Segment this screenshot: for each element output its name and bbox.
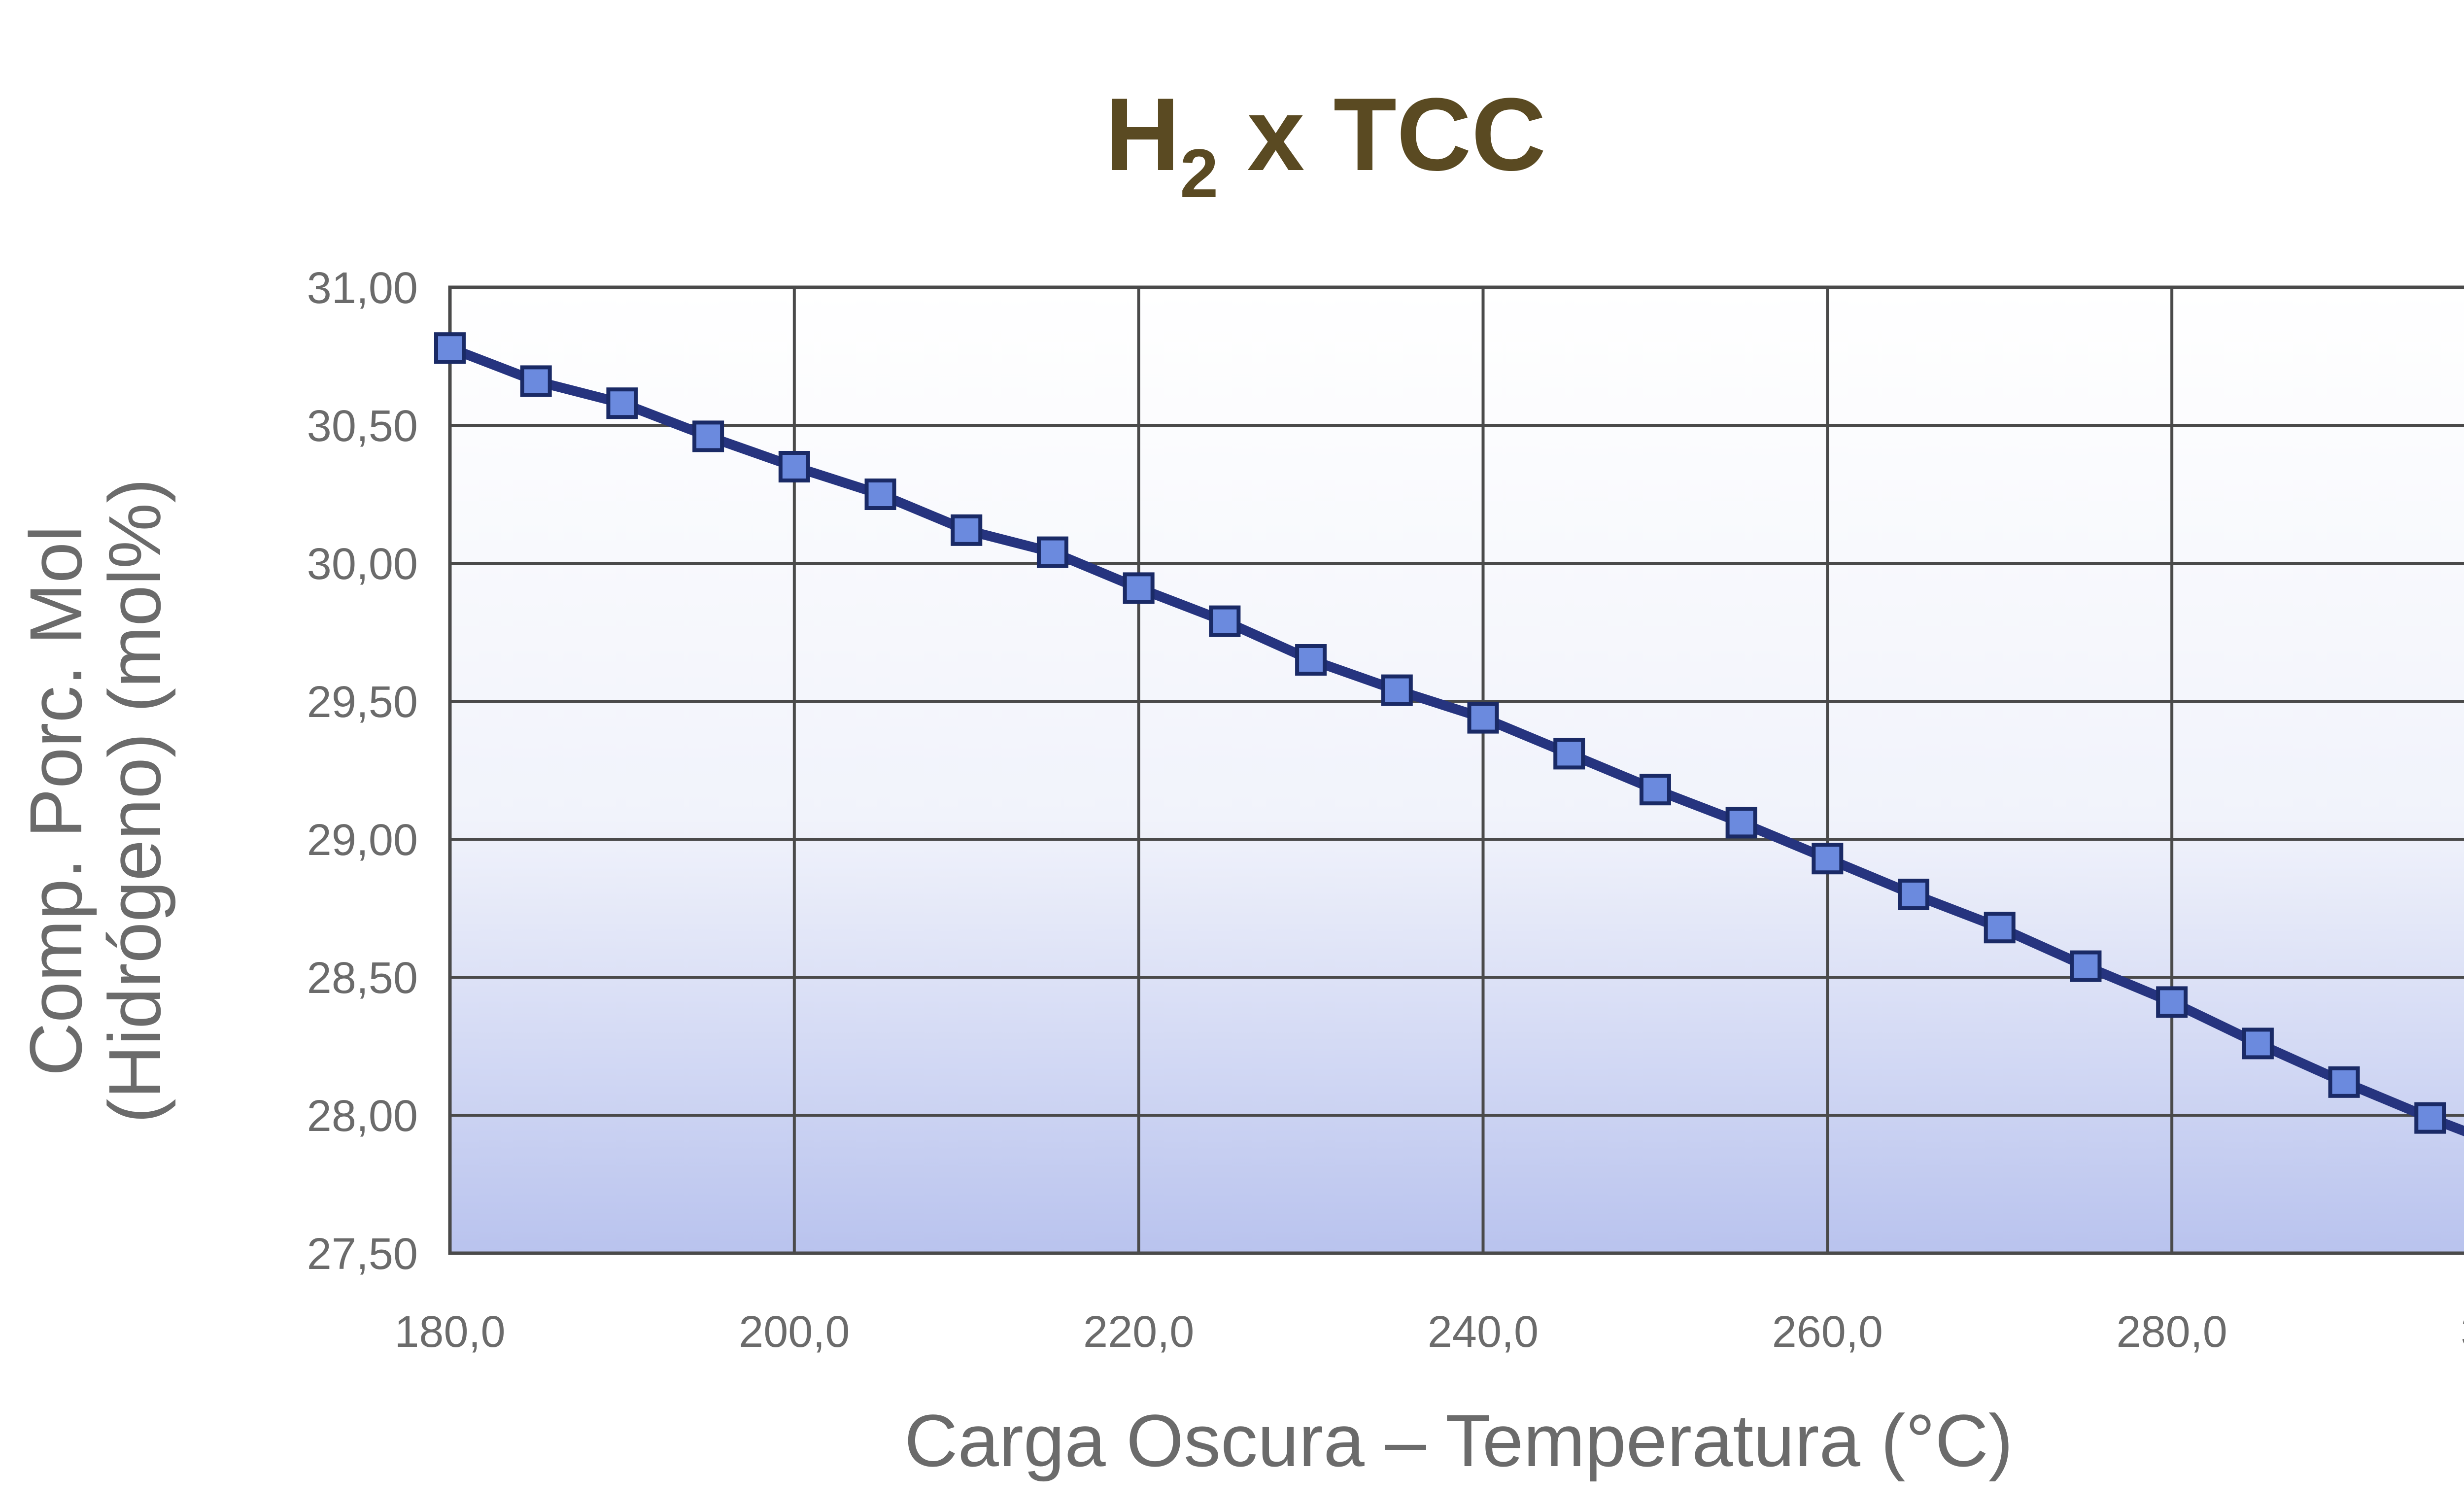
data-point-marker bbox=[864, 479, 896, 510]
data-point-marker bbox=[606, 387, 638, 419]
y-axis-title-line-2: (Hidrógeno) (mol%) bbox=[93, 479, 176, 1124]
y-tick-label: 29,00 bbox=[307, 816, 418, 865]
y-axis-title: Comp. Porc. Mol (Hidrógeno) (mol%) bbox=[14, 479, 176, 1124]
y-axis-ticks: 27,50 28,00 28,50 29,00 29,50 30,00 30,50 31,00 bbox=[307, 264, 418, 1279]
chart-title-main: H bbox=[1105, 76, 1180, 192]
y-tick-label: 27,50 bbox=[307, 1230, 418, 1279]
data-point-marker bbox=[1812, 843, 1844, 875]
data-point-marker bbox=[692, 420, 724, 452]
data-point-marker bbox=[1467, 702, 1499, 734]
plot-area bbox=[450, 287, 2464, 1253]
data-point-marker bbox=[778, 451, 810, 482]
x-axis-ticks: 180,0 200,0 220,0 240,0 260,0 280,0 300,0 bbox=[394, 1307, 2464, 1357]
data-point-marker bbox=[1725, 807, 1757, 839]
x-tick-label: 200,0 bbox=[739, 1307, 850, 1357]
data-point-marker bbox=[520, 365, 552, 397]
x-tick-label: 240,0 bbox=[1428, 1307, 1539, 1357]
chart-title-rest: x TCC bbox=[1218, 76, 1546, 192]
data-point-marker bbox=[1639, 774, 1671, 806]
data-point-marker bbox=[2414, 1102, 2446, 1134]
chart-title-subscript: 2 bbox=[1180, 135, 1218, 212]
plot-border bbox=[448, 285, 2464, 1255]
data-point-marker bbox=[2328, 1066, 2360, 1098]
x-tick-label: 300,0 bbox=[2461, 1307, 2464, 1357]
data-point-marker bbox=[2156, 986, 2188, 1018]
y-tick-label: 29,50 bbox=[307, 678, 418, 727]
y-tick-label: 31,00 bbox=[307, 264, 418, 313]
data-point-marker bbox=[1036, 536, 1068, 568]
data-point-marker bbox=[1123, 572, 1155, 604]
data-point-marker bbox=[1381, 674, 1413, 706]
data-point-marker bbox=[2242, 1028, 2274, 1060]
data-point-marker bbox=[1984, 912, 2016, 944]
y-tick-label: 28,00 bbox=[307, 1092, 418, 1141]
x-tick-label: 180,0 bbox=[394, 1307, 505, 1357]
y-tick-label: 30,50 bbox=[307, 402, 418, 451]
data-point-marker bbox=[1898, 879, 1930, 910]
data-point-marker bbox=[1209, 605, 1241, 637]
data-point-marker bbox=[951, 514, 983, 546]
y-tick-label: 28,50 bbox=[307, 954, 418, 1003]
x-tick-label: 260,0 bbox=[1772, 1307, 1883, 1357]
data-point-marker bbox=[1553, 738, 1585, 770]
data-point-marker bbox=[1295, 644, 1327, 676]
chart-title: H2 x TCC bbox=[1105, 76, 1546, 212]
x-axis-title: Carga Oscura – Temperatura (°C) bbox=[904, 1399, 2013, 1482]
y-tick-label: 30,00 bbox=[307, 540, 418, 589]
data-point-marker bbox=[2070, 950, 2102, 982]
data-point-marker bbox=[434, 332, 466, 364]
x-tick-label: 280,0 bbox=[2117, 1307, 2227, 1357]
x-tick-label: 220,0 bbox=[1083, 1307, 1194, 1357]
y-axis-title-line-1: Comp. Porc. Mol bbox=[14, 526, 97, 1076]
series-h2 bbox=[434, 332, 2464, 1136]
